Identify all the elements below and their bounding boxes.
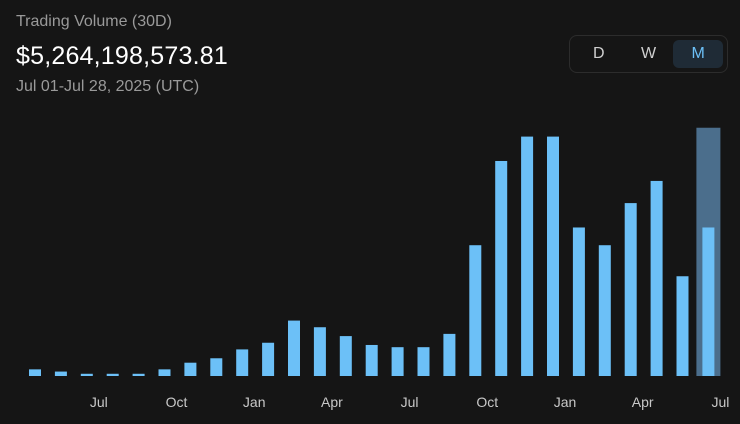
period-toggle: D W M bbox=[569, 35, 728, 73]
volume-amount: $5,264,198,573.81 bbox=[16, 42, 228, 70]
bar-2025-03[interactable] bbox=[598, 245, 611, 376]
bar-2024-07[interactable] bbox=[391, 347, 404, 376]
x-tick-label: Oct bbox=[476, 394, 498, 410]
x-tick-label: Jul bbox=[401, 394, 419, 410]
date-range: Jul 01-Jul 28, 2025 (UTC) bbox=[16, 78, 200, 95]
x-tick-label: Jan bbox=[554, 394, 577, 410]
bar-2025-04[interactable] bbox=[624, 203, 637, 376]
bar-2025-05[interactable] bbox=[650, 180, 663, 376]
bar-2023-11[interactable] bbox=[184, 362, 197, 376]
period-month-button[interactable]: M bbox=[673, 40, 724, 68]
period-day-button[interactable]: D bbox=[593, 45, 605, 62]
bar-2025-01[interactable] bbox=[547, 136, 559, 376]
bar-2024-05[interactable] bbox=[339, 336, 352, 376]
bar-2025-06[interactable] bbox=[676, 276, 689, 376]
bar-2024-09[interactable] bbox=[443, 333, 456, 376]
period-week-button[interactable]: W bbox=[640, 45, 657, 62]
x-tick-label: Oct bbox=[166, 394, 188, 410]
x-tick-label: Jul bbox=[711, 394, 729, 410]
bar-2023-06[interactable] bbox=[54, 371, 67, 376]
bar-2024-04[interactable] bbox=[313, 327, 326, 376]
bar-2023-08[interactable] bbox=[106, 373, 119, 376]
bar-2025-02[interactable] bbox=[572, 227, 585, 376]
bar-2024-12[interactable] bbox=[521, 136, 534, 376]
bar-2024-01[interactable] bbox=[236, 349, 249, 376]
bar-2025-07[interactable] bbox=[702, 227, 715, 376]
bar-2024-03[interactable] bbox=[288, 320, 300, 376]
chart-title: Trading Volume (30D) bbox=[16, 13, 172, 30]
header: Trading Volume (30D) $5,264,198,573.81 J… bbox=[16, 12, 228, 97]
bar-2024-02[interactable] bbox=[262, 342, 275, 376]
bar-2024-08[interactable] bbox=[417, 347, 430, 376]
bar-2023-09[interactable] bbox=[132, 373, 145, 376]
x-tick-label: Jan bbox=[243, 394, 266, 410]
bar-2024-10[interactable] bbox=[469, 245, 482, 376]
bar-2023-07[interactable] bbox=[80, 373, 93, 376]
bar-2024-06[interactable] bbox=[365, 344, 378, 376]
x-tick-label: Jul bbox=[90, 394, 108, 410]
x-tick-label: Apr bbox=[632, 394, 654, 410]
bar-2023-05[interactable] bbox=[29, 369, 41, 376]
bar-2024-11[interactable] bbox=[495, 160, 508, 376]
x-tick-label: Apr bbox=[321, 394, 343, 410]
bar-2023-12[interactable] bbox=[210, 358, 223, 376]
bar-2023-10[interactable] bbox=[158, 369, 171, 376]
